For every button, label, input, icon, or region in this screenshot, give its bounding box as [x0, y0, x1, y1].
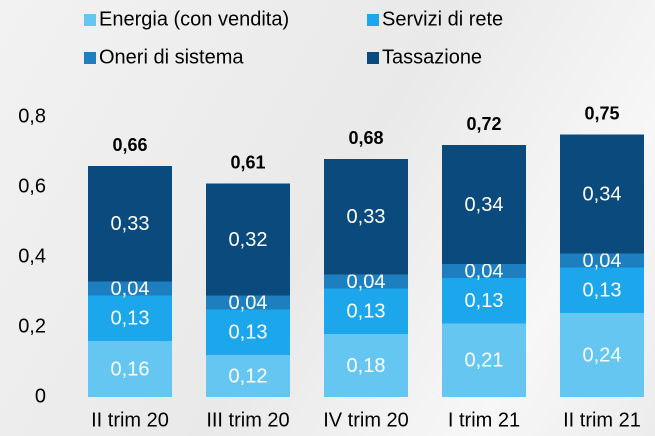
segment-label: 0,34 [583, 183, 622, 205]
segment-label: 0,04 [111, 278, 150, 300]
bar-segment [88, 281, 172, 296]
bar-segment [88, 295, 172, 341]
y-tick-label: 0,8 [18, 105, 46, 127]
bar-segment [560, 267, 644, 313]
bar-segment [324, 334, 408, 397]
x-tick-label: II trim 20 [91, 409, 169, 431]
x-tick-label: III trim 20 [206, 409, 289, 431]
legend-swatch [84, 14, 96, 26]
bar-segment [442, 323, 526, 397]
segment-label: 0,13 [465, 290, 504, 312]
legend-swatch [84, 52, 96, 64]
segment-label: 0,16 [111, 358, 150, 380]
bar-segment [88, 166, 172, 282]
segment-label: 0,34 [465, 194, 504, 216]
bar-segment [324, 288, 408, 334]
bar-segment [206, 355, 290, 397]
segment-label: 0,13 [583, 280, 622, 302]
y-tick-label: 0,6 [18, 175, 46, 197]
x-tick-label: IV trim 20 [323, 409, 409, 431]
x-tick-label: I trim 21 [448, 409, 520, 431]
segment-label: 0,13 [229, 322, 268, 344]
y-tick-label: 0,4 [18, 245, 46, 267]
segment-label: 0,32 [229, 229, 268, 251]
y-tick-label: 0,2 [18, 315, 46, 337]
segment-label: 0,21 [465, 350, 504, 372]
total-label: 0,75 [584, 103, 619, 123]
segment-label: 0,04 [229, 292, 268, 314]
segment-label: 0,24 [583, 344, 622, 366]
bar-segment [324, 274, 408, 289]
legend-label: Oneri di sistema [99, 46, 244, 68]
bar-segment [560, 313, 644, 397]
bar-segment [442, 278, 526, 324]
x-tick-label: II trim 21 [563, 409, 641, 431]
segment-label: 0,04 [583, 250, 622, 272]
legend-swatch [367, 52, 379, 64]
total-label: 0,68 [348, 128, 383, 148]
total-label: 0,72 [466, 114, 501, 134]
bar-segment [324, 159, 408, 275]
segment-label: 0,13 [111, 308, 150, 330]
legend-label: Tassazione [382, 46, 482, 68]
segment-label: 0,33 [111, 213, 150, 235]
bar-segment [88, 341, 172, 397]
total-label: 0,61 [230, 152, 265, 172]
bar-segment [206, 295, 290, 310]
bar-segment [206, 309, 290, 355]
segment-label: 0,33 [347, 206, 386, 228]
total-label: 0,66 [112, 135, 147, 155]
legend-swatch [367, 14, 379, 26]
legend-label: Energia (con vendita) [99, 8, 289, 30]
y-tick-label: 0 [35, 385, 46, 407]
bar-segment [560, 134, 644, 254]
segment-label: 0,18 [347, 355, 386, 377]
bar-segment [442, 264, 526, 278]
segment-label: 0,04 [465, 260, 504, 282]
bar-segment [206, 183, 290, 296]
bar-segment [442, 145, 526, 264]
segment-label: 0,13 [347, 301, 386, 323]
bar-segment [560, 253, 644, 268]
segment-label: 0,12 [229, 365, 268, 387]
segment-label: 0,04 [347, 271, 386, 293]
legend-label: Servizi di rete [382, 8, 503, 30]
